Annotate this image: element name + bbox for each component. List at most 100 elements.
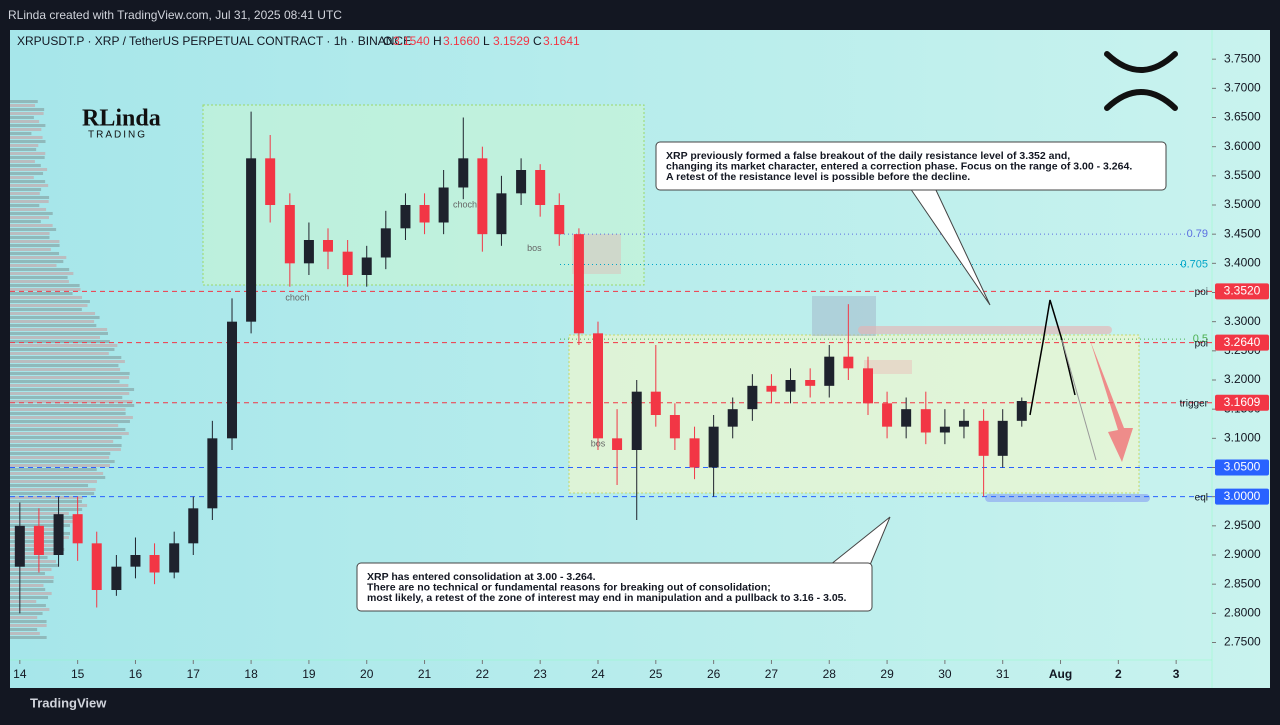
candle-body [477,158,488,235]
vp-bar [10,100,38,103]
vp-bar [10,512,69,515]
level-name: trigger [1180,398,1209,409]
candle-body [419,205,430,223]
vp-bar [10,224,53,227]
vp-bar [10,500,82,503]
candle-body [130,555,141,567]
x-tick-label: 16 [129,667,143,681]
vp-bar [10,336,100,339]
candle-body [265,158,276,205]
candle-body [380,228,391,258]
vp-bar [10,128,42,131]
vp-bar [10,240,60,243]
vp-bar [10,264,57,267]
structure-label: bos [527,243,542,253]
vp-bar [10,156,45,159]
y-tick-label: 3.1000 [1224,431,1261,445]
note-line: A retest of the resistance level is poss… [666,171,970,183]
vp-bar [10,620,47,623]
vp-bar [10,188,42,191]
candle-body [1016,401,1027,421]
candle-body [149,555,160,573]
vp-bar [10,432,129,435]
vp-bar [10,516,76,519]
vp-bar [10,304,88,307]
x-tick-label: 2 [1115,667,1122,681]
x-tick-label: 20 [360,667,374,681]
vp-bar [10,124,46,127]
y-tick-label: 3.7500 [1224,51,1261,65]
vp-bar [10,324,97,327]
candle-body [766,385,777,392]
vp-bar [10,288,81,291]
vp-bar [10,132,32,135]
vp-bar [10,428,126,431]
structure-label: bos [591,439,606,449]
vp-bar [10,328,108,331]
vp-bar [10,144,39,147]
candle-body [516,170,527,194]
price-tag [1215,283,1269,300]
candle-body [747,385,758,410]
vp-bar [10,524,70,527]
vp-bar [10,172,44,175]
candle-body [785,380,796,392]
vp-bar [10,484,89,487]
note-line: There are no technical or fundamental re… [367,581,771,593]
vp-bar [10,136,43,139]
vp-bar [10,556,48,559]
vp-bar [10,604,46,607]
x-tick-label: 22 [476,667,490,681]
vp-bar [10,280,69,283]
plot: 2.7500 2.8000 2.8500 2.9000 2.9500 3.0000 3.05… [10,51,1269,681]
vp-bar [10,580,54,583]
vp-bar [10,588,46,591]
vp-bar [10,636,47,639]
vp-bar [10,568,52,571]
vp-bar [10,236,50,239]
candle-body [169,543,180,573]
candle-body [843,356,854,369]
fib-label: 0.5 [1193,333,1208,345]
candle-body [805,380,816,386]
vp-bar [10,300,90,303]
vp-bar [10,388,135,391]
x-tick-label: 27 [765,667,779,681]
fib-label: 0.79 [1187,228,1208,240]
vp-bar [10,460,115,463]
candle-body [958,420,969,427]
y-tick-label: 3.5000 [1224,197,1261,211]
vp-bar [10,480,97,483]
vp-bar [10,344,118,347]
vp-bar [10,492,95,495]
vp-bar [10,416,133,419]
vp-bar [10,408,126,411]
y-tick-label: 3.4500 [1224,226,1261,240]
ohlc-key: L [483,34,490,48]
candle-body [303,240,314,264]
price-tag-label: 3.3520 [1224,284,1261,298]
symbol: XRPUSDT.P · XRP / TetherUS PERPETUAL CON… [17,34,411,48]
note-line: most likely, a retest of the zone of int… [367,592,847,604]
x-tick-label: 26 [707,667,721,681]
y-tick-label: 2.7500 [1224,635,1261,649]
level-name: poi [1195,287,1208,298]
x-tick-label: 28 [823,667,837,681]
vp-bar [10,216,50,219]
x-tick-label: 30 [938,667,952,681]
price-tag-label: 3.0000 [1224,489,1261,503]
candle-body [227,321,238,439]
vp-bar [10,160,35,163]
note-line: XRP has entered consolidation at 3.00 - … [367,571,596,583]
candle-body [111,566,122,590]
zone [985,494,1150,502]
vp-bar [10,632,40,635]
vp-bar [10,360,125,363]
vp-bar [10,148,37,151]
y-tick-label: 2.9500 [1224,518,1261,532]
vp-bar [10,444,122,447]
candle-body [592,333,603,439]
vp-bar [10,424,119,427]
y-tick-label: 2.8000 [1224,606,1261,620]
